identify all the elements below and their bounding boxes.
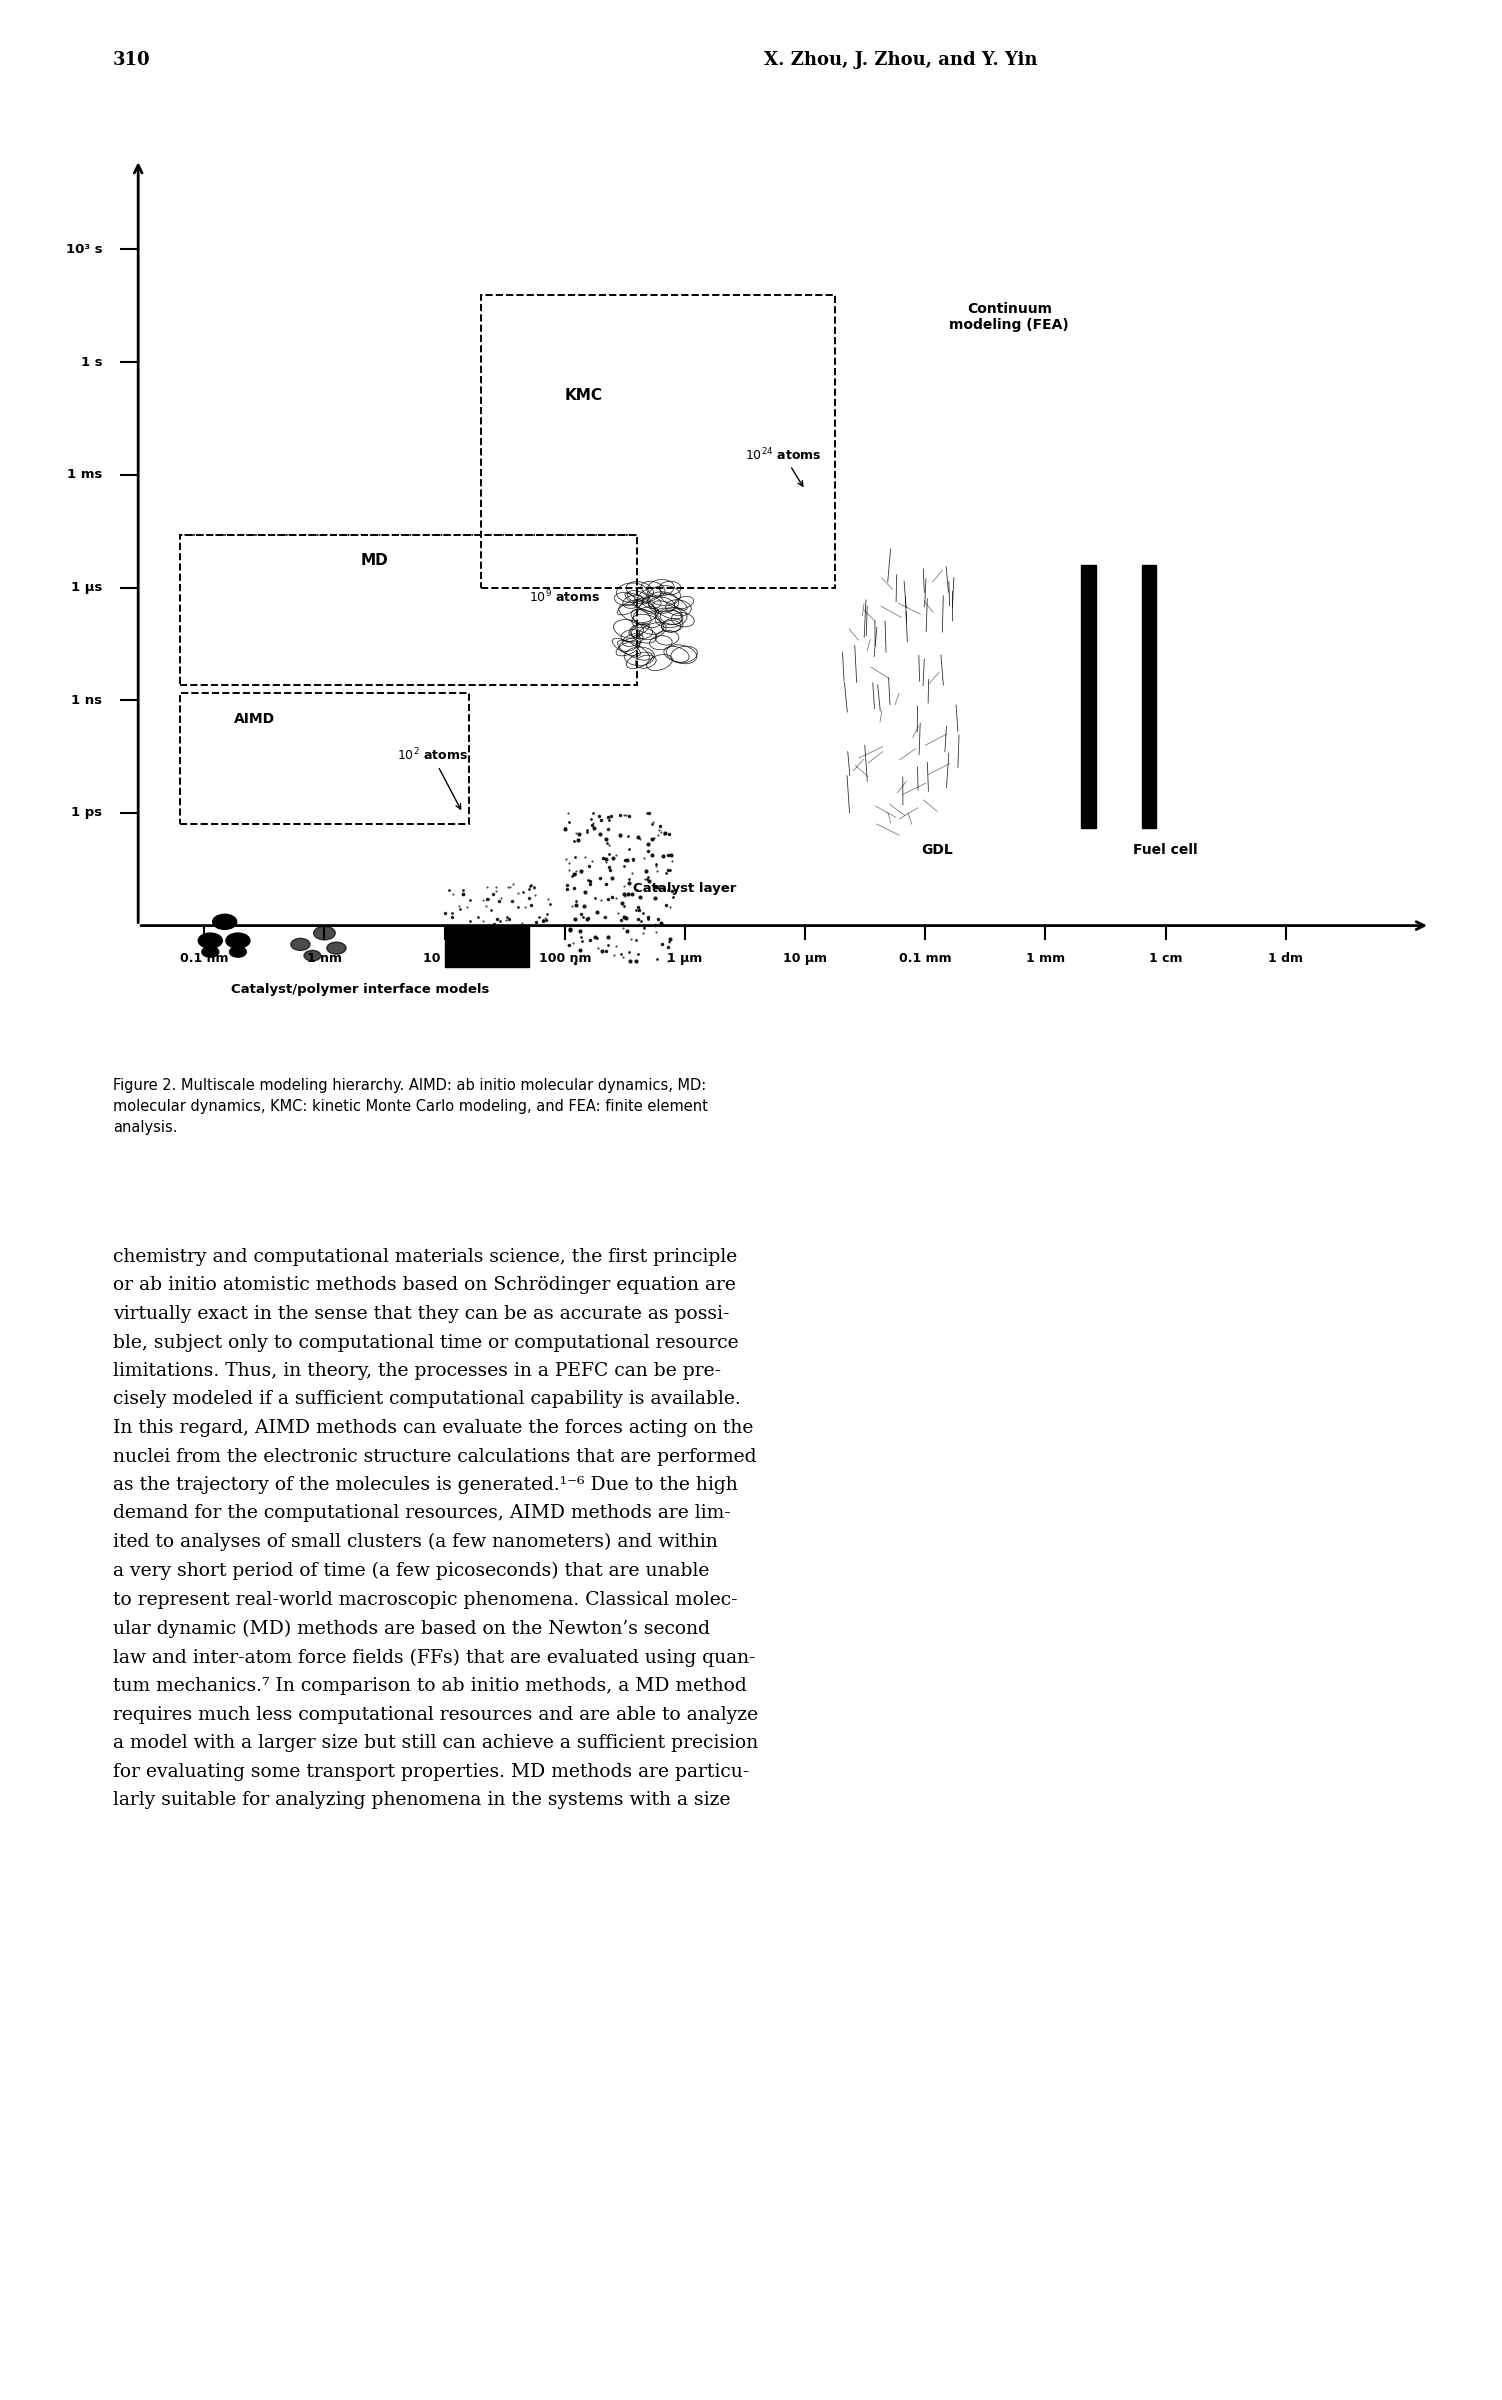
- Text: Catalyst/polymer interface models: Catalyst/polymer interface models: [231, 984, 490, 996]
- Text: 1 nm: 1 nm: [306, 953, 342, 965]
- Text: Catalyst layer: Catalyst layer: [634, 881, 736, 895]
- Circle shape: [201, 946, 219, 958]
- Text: KMC: KMC: [565, 389, 602, 403]
- Circle shape: [198, 934, 222, 948]
- Text: AIMD: AIMD: [234, 713, 275, 725]
- Circle shape: [291, 938, 309, 950]
- Text: 0.1 nm: 0.1 nm: [180, 953, 228, 965]
- Circle shape: [327, 943, 345, 955]
- Text: 1 μm: 1 μm: [667, 953, 703, 965]
- Text: 10³ s: 10³ s: [66, 242, 102, 257]
- Bar: [180, 694, 469, 823]
- Bar: [1081, 564, 1096, 828]
- Text: 1 ps: 1 ps: [71, 806, 102, 818]
- Text: Fuel cell: Fuel cell: [1133, 842, 1199, 857]
- Circle shape: [314, 926, 335, 941]
- Circle shape: [303, 950, 321, 960]
- Text: $10^{24}$ atoms: $10^{24}$ atoms: [745, 446, 822, 487]
- Text: 10 nm: 10 nm: [422, 953, 467, 965]
- Circle shape: [213, 914, 237, 929]
- Text: 1 μs: 1 μs: [71, 581, 102, 595]
- Text: 0.1 mm: 0.1 mm: [898, 953, 952, 965]
- Text: 1 ms: 1 ms: [66, 468, 102, 482]
- Bar: [1142, 564, 1157, 828]
- Text: 1 dm: 1 dm: [1268, 953, 1304, 965]
- Circle shape: [225, 934, 249, 948]
- Text: Figure 2. Multiscale modeling hierarchy. AIMD: ab initio molecular dynamics, MD:: Figure 2. Multiscale modeling hierarchy.…: [113, 1078, 707, 1135]
- Bar: [180, 535, 637, 684]
- Text: chemistry and computational materials science, the first principle
or ab initio : chemistry and computational materials sc…: [113, 1248, 759, 1810]
- Bar: [481, 295, 835, 588]
- Text: 100 nm: 100 nm: [539, 953, 590, 965]
- Text: $10^{2}$ atoms: $10^{2}$ atoms: [397, 746, 467, 809]
- Text: GDL: GDL: [921, 842, 954, 857]
- Text: 1 s: 1 s: [81, 355, 102, 370]
- Text: 310: 310: [113, 50, 150, 70]
- Text: X. Zhou, J. Zhou, and Y. Yin: X. Zhou, J. Zhou, and Y. Yin: [765, 50, 1038, 70]
- Text: 1 mm: 1 mm: [1026, 953, 1065, 965]
- Text: 1 cm: 1 cm: [1149, 953, 1182, 965]
- Text: 1 ns: 1 ns: [71, 694, 102, 706]
- Text: 10 μm: 10 μm: [783, 953, 828, 965]
- Bar: [445, 926, 529, 967]
- Text: Continuum
modeling (FEA): Continuum modeling (FEA): [949, 302, 1069, 331]
- Text: $10^{9}$ atoms: $10^{9}$ atoms: [529, 588, 599, 605]
- Circle shape: [230, 946, 246, 958]
- Text: MD: MD: [360, 552, 388, 569]
